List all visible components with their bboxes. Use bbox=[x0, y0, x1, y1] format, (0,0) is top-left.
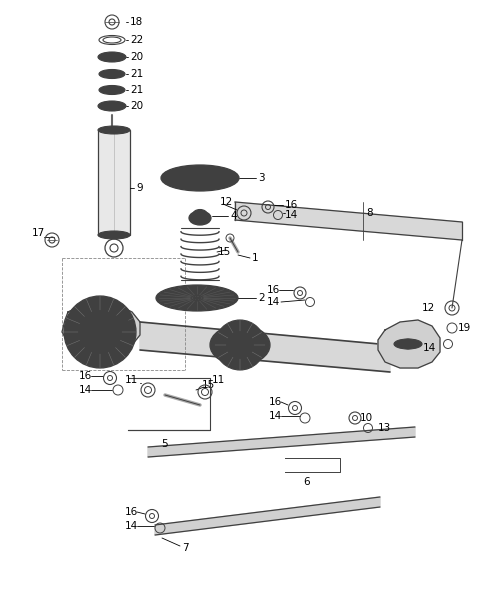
Text: 13: 13 bbox=[378, 423, 391, 433]
Ellipse shape bbox=[102, 316, 128, 324]
Ellipse shape bbox=[180, 170, 186, 175]
Ellipse shape bbox=[173, 176, 179, 180]
Text: 16: 16 bbox=[285, 200, 298, 210]
Ellipse shape bbox=[98, 126, 130, 134]
Circle shape bbox=[195, 173, 205, 183]
Text: 18: 18 bbox=[130, 17, 143, 27]
Ellipse shape bbox=[99, 85, 125, 95]
Text: 14: 14 bbox=[267, 297, 280, 307]
Circle shape bbox=[105, 73, 108, 76]
Text: 7: 7 bbox=[182, 543, 189, 553]
Ellipse shape bbox=[193, 210, 207, 219]
Circle shape bbox=[113, 88, 117, 92]
Ellipse shape bbox=[98, 52, 126, 62]
Circle shape bbox=[117, 88, 120, 92]
Ellipse shape bbox=[214, 182, 220, 185]
Ellipse shape bbox=[221, 176, 227, 180]
Ellipse shape bbox=[168, 168, 232, 188]
Circle shape bbox=[117, 73, 120, 76]
Text: 5: 5 bbox=[161, 439, 168, 449]
Text: 20: 20 bbox=[130, 101, 143, 111]
Ellipse shape bbox=[98, 231, 130, 239]
Text: 16: 16 bbox=[267, 285, 280, 295]
Ellipse shape bbox=[156, 285, 238, 311]
Text: 4: 4 bbox=[230, 211, 237, 221]
Text: 15: 15 bbox=[218, 247, 231, 257]
Ellipse shape bbox=[214, 170, 220, 175]
Text: 6: 6 bbox=[304, 477, 310, 487]
Text: 14: 14 bbox=[125, 521, 138, 531]
Ellipse shape bbox=[161, 165, 239, 191]
Ellipse shape bbox=[394, 339, 422, 349]
Text: 15: 15 bbox=[202, 380, 215, 390]
Polygon shape bbox=[155, 497, 380, 535]
Polygon shape bbox=[148, 427, 415, 457]
Text: 1: 1 bbox=[252, 253, 259, 263]
Text: 20: 20 bbox=[130, 52, 143, 62]
Text: 9: 9 bbox=[136, 183, 143, 193]
Text: 2: 2 bbox=[258, 293, 264, 303]
Text: 10: 10 bbox=[360, 413, 373, 423]
Text: 22: 22 bbox=[130, 35, 143, 45]
Text: 14: 14 bbox=[423, 343, 436, 353]
Text: 3: 3 bbox=[258, 173, 264, 183]
Circle shape bbox=[92, 324, 108, 340]
Ellipse shape bbox=[98, 101, 126, 111]
Text: 11: 11 bbox=[125, 375, 138, 385]
Polygon shape bbox=[140, 322, 390, 372]
Text: 17: 17 bbox=[32, 228, 45, 238]
Ellipse shape bbox=[189, 211, 211, 225]
Text: 16: 16 bbox=[269, 397, 282, 407]
Text: 21: 21 bbox=[130, 85, 143, 95]
Circle shape bbox=[403, 339, 413, 349]
Ellipse shape bbox=[180, 182, 186, 185]
Ellipse shape bbox=[197, 168, 203, 172]
Polygon shape bbox=[62, 302, 140, 355]
Text: 8: 8 bbox=[366, 208, 372, 218]
Ellipse shape bbox=[99, 70, 125, 79]
FancyBboxPatch shape bbox=[98, 130, 130, 235]
Text: 19: 19 bbox=[458, 323, 471, 333]
Circle shape bbox=[110, 88, 113, 92]
Text: 14: 14 bbox=[285, 210, 298, 220]
Circle shape bbox=[108, 73, 110, 76]
Circle shape bbox=[108, 88, 110, 92]
Text: 16: 16 bbox=[125, 507, 138, 517]
Polygon shape bbox=[378, 320, 440, 368]
Text: 16: 16 bbox=[79, 371, 92, 381]
Text: 12: 12 bbox=[220, 197, 233, 207]
Circle shape bbox=[105, 88, 108, 92]
Circle shape bbox=[64, 296, 136, 368]
Text: 14: 14 bbox=[79, 385, 92, 395]
Text: 11: 11 bbox=[212, 375, 225, 385]
Circle shape bbox=[110, 73, 113, 76]
Ellipse shape bbox=[210, 325, 270, 365]
Circle shape bbox=[113, 73, 117, 76]
Polygon shape bbox=[235, 202, 462, 240]
Text: 21: 21 bbox=[130, 69, 143, 79]
Text: 14: 14 bbox=[269, 411, 282, 421]
Text: 12: 12 bbox=[422, 303, 435, 313]
Circle shape bbox=[215, 320, 265, 370]
Ellipse shape bbox=[197, 184, 203, 188]
